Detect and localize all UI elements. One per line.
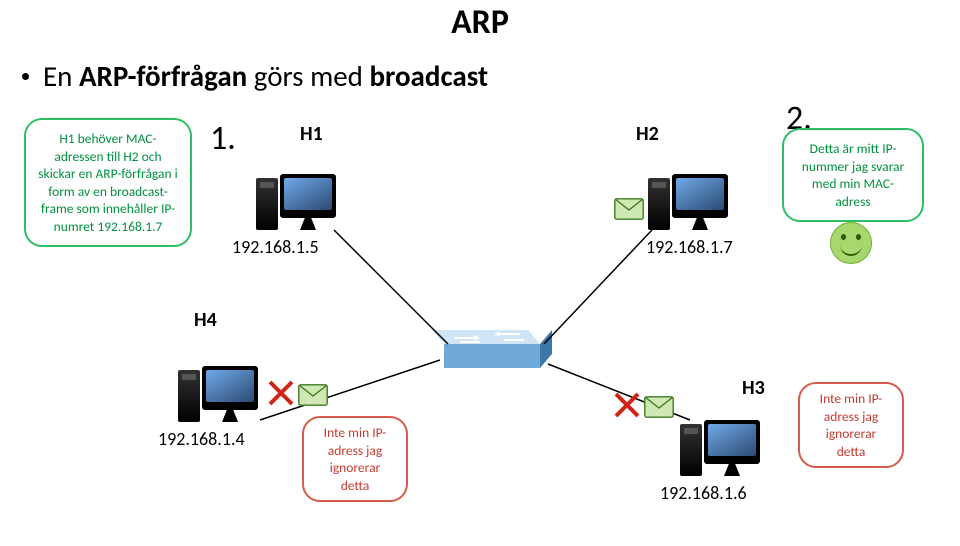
envelope-h4-icon: [298, 384, 328, 406]
host-h2-icon: [648, 150, 728, 230]
envelope-h3-icon: [644, 396, 674, 418]
x-h3-icon: [614, 392, 640, 418]
host-h4-ip: 192.168.1.4: [158, 428, 245, 450]
host-h1-label: H1: [300, 122, 323, 146]
host-h2-ip: 192.168.1.7: [646, 236, 733, 258]
host-h1-icon: [256, 150, 336, 230]
host-h4-icon: [178, 342, 258, 422]
host-h3-icon: [680, 396, 760, 476]
step-1: 1.: [210, 118, 236, 159]
callout-h4-ignore: Inte min IP-adress jag ignorerar detta: [302, 416, 408, 502]
page-title: ARP: [0, 2, 960, 43]
callout-h2-reply: Detta är mitt IP-nummer jag svarar med m…: [782, 128, 924, 222]
switch-icon: [432, 330, 552, 376]
host-h1-ip: 192.168.1.5: [232, 236, 319, 258]
smiley-icon: [830, 222, 872, 264]
host-h3-ip: 192.168.1.6: [660, 482, 747, 504]
bullet-dot: [22, 73, 29, 80]
host-h4-label: H4: [194, 308, 217, 332]
callout-h3-ignore: Inte min IP-adress jag ignorerar detta: [798, 382, 904, 468]
bullet-line: En ARP-förfrågan görs med broadcast: [22, 58, 488, 94]
callout-h1-request: H1 behöver MAC-adressen till H2 och skic…: [24, 118, 192, 247]
bullet-text: En ARP-förfrågan görs med broadcast: [43, 58, 488, 94]
x-h4-icon: [268, 380, 294, 406]
host-h2-label: H2: [636, 122, 659, 146]
envelope-h2-icon: [614, 198, 644, 220]
